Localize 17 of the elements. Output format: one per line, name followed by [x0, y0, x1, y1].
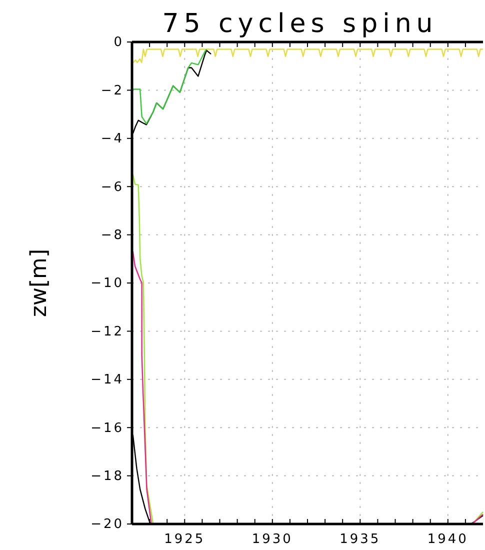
y-tick-label: −14: [90, 372, 124, 388]
x-tick-label: 1935: [340, 532, 381, 548]
y-tick-label: −18: [90, 468, 124, 484]
chart-title: 75 cycles spinu: [162, 9, 438, 39]
x-tick-label: 1940: [427, 532, 468, 548]
y-tick-label: 0: [114, 35, 124, 50]
y-tick-label: −12: [90, 324, 124, 340]
y-tick-label: −4: [100, 132, 124, 147]
y-tick-label: −2: [100, 83, 124, 98]
x-tick-label: 1925: [164, 532, 206, 548]
y-tick-label: −10: [90, 276, 124, 292]
y-tick-label: −6: [100, 180, 124, 195]
y-tick-label: −16: [90, 420, 124, 436]
y-tick-label: −20: [90, 517, 124, 532]
y-axis-title: zw[m]: [27, 248, 52, 318]
x-tick-label: 1930: [252, 532, 293, 548]
y-tick-label: −8: [100, 228, 124, 243]
